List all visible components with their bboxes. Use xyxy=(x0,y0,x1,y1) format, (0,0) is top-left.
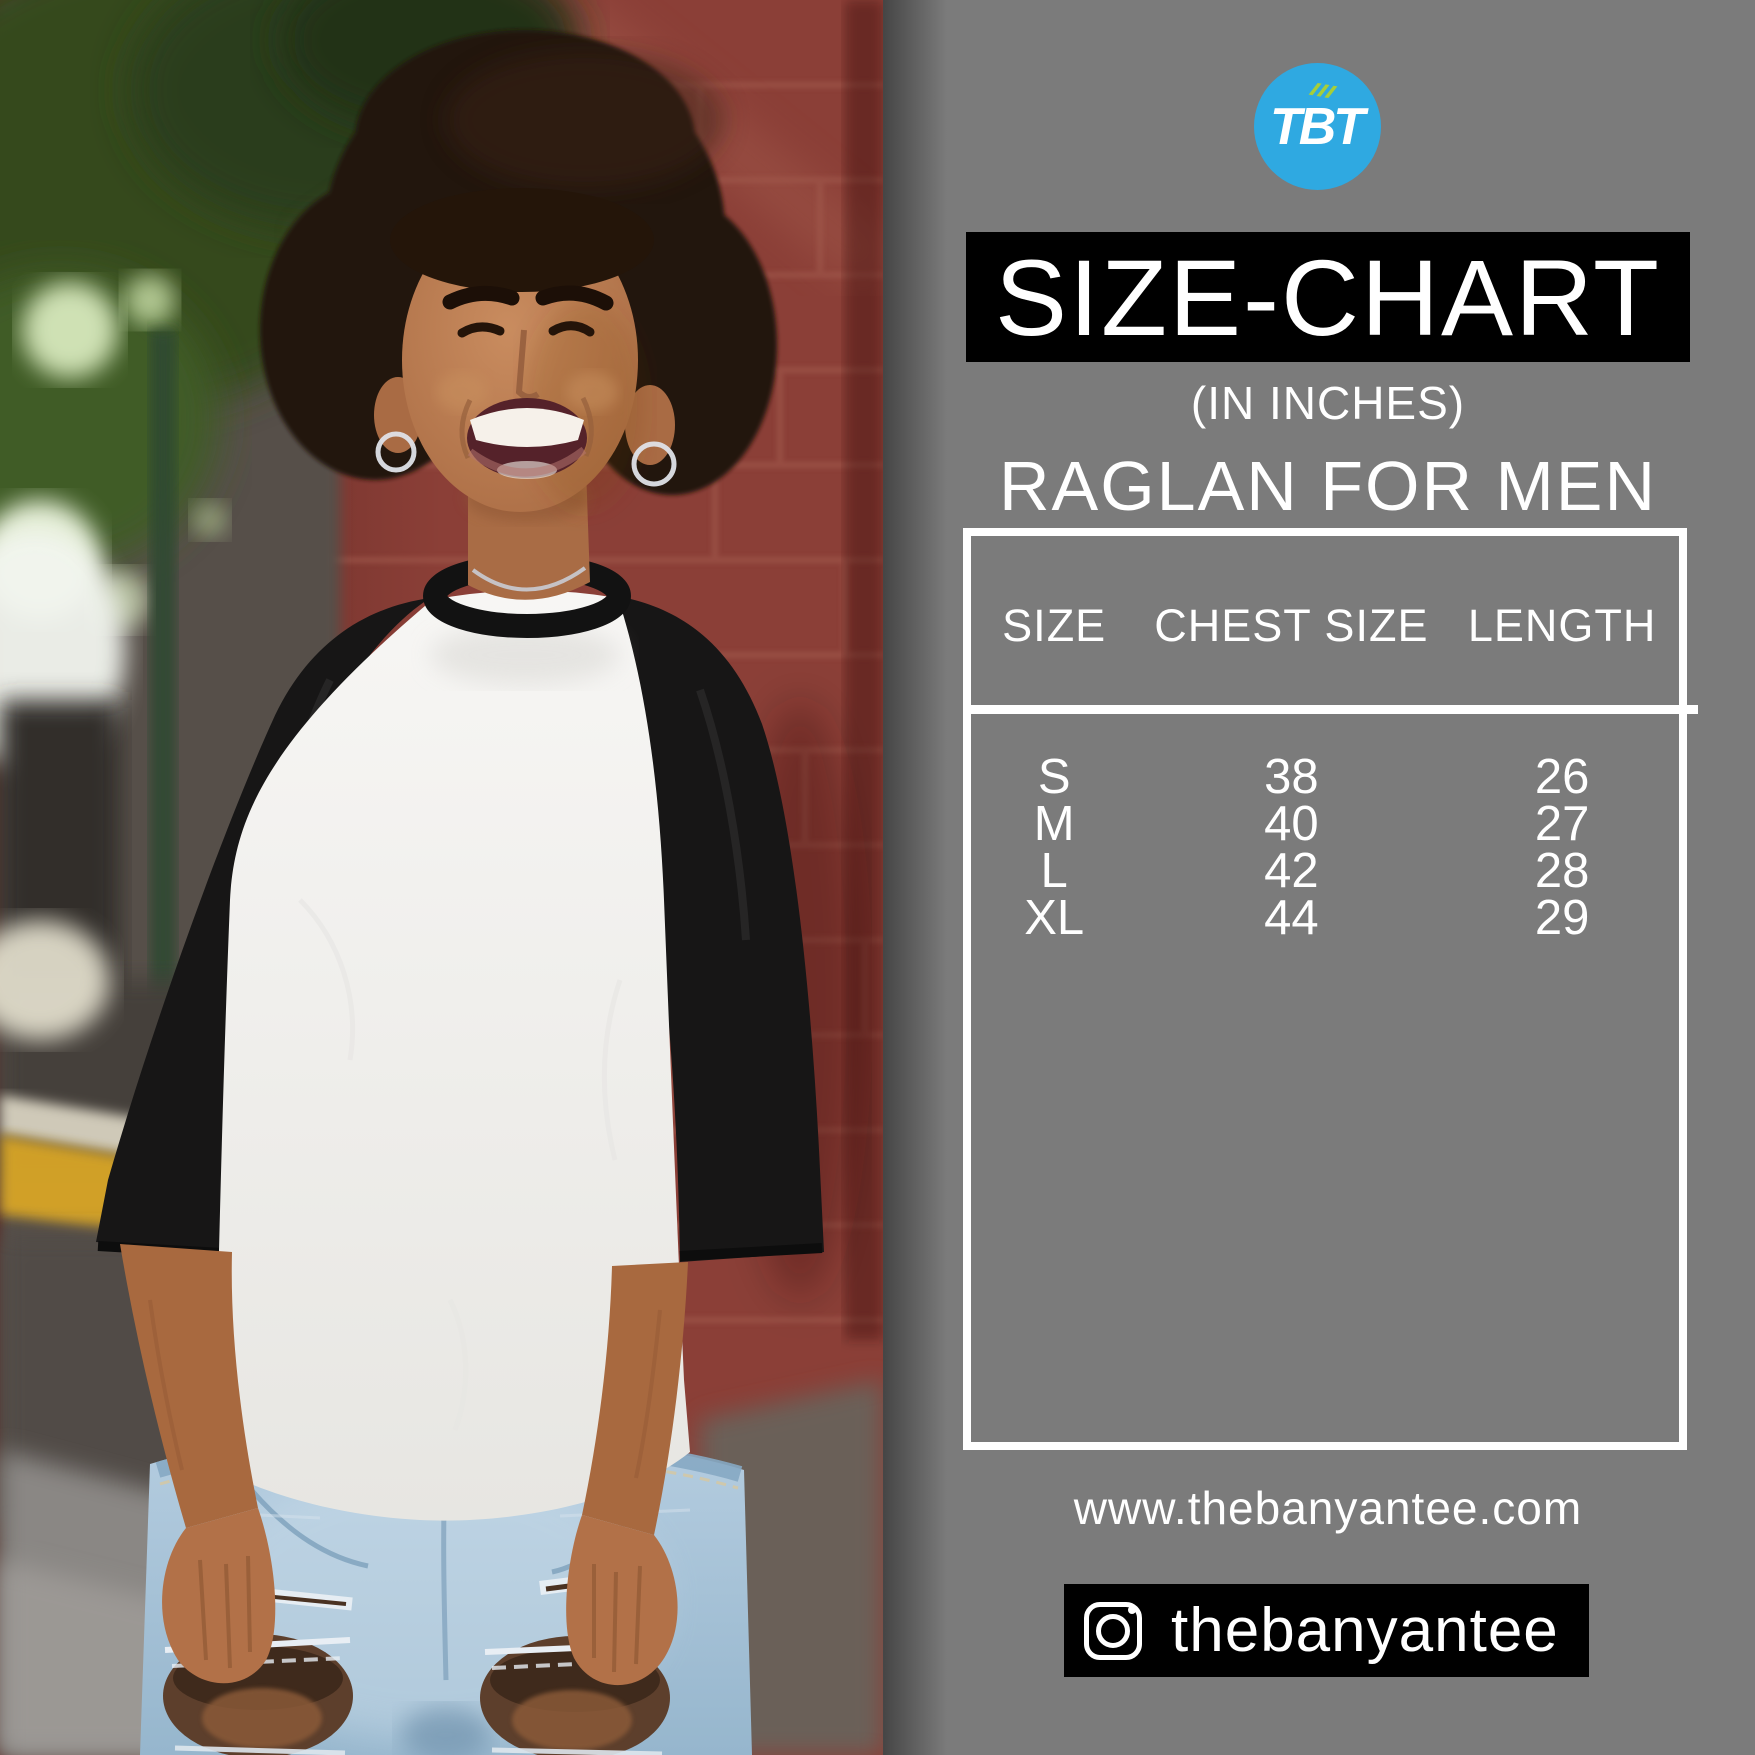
cell-length: 29 xyxy=(1534,891,1590,945)
instagram-handle: thebanyantee xyxy=(1171,1596,1559,1665)
chain-necklace xyxy=(471,566,587,592)
left-eye xyxy=(457,322,505,338)
right-eye xyxy=(548,321,595,337)
cell-chest: 44 xyxy=(1264,891,1319,945)
website-url: www.thebanyantee.com xyxy=(1073,1482,1583,1534)
cell-size: XL xyxy=(1024,891,1085,945)
table-row: L 42 28 xyxy=(971,844,1679,898)
left-eyebrow xyxy=(442,285,520,310)
table-row: M 40 27 xyxy=(971,797,1679,851)
cell-length: 27 xyxy=(1534,797,1590,851)
instagram-badge: thebanyantee xyxy=(1064,1584,1589,1677)
cell-length: 28 xyxy=(1534,844,1590,898)
raglan-tee xyxy=(96,554,824,1521)
column-header-length: LENGTH xyxy=(1467,600,1657,651)
size-table: SIZE CHEST SIZE LENGTH S 38 26 M 40 27 L xyxy=(963,528,1699,1450)
size-chart-panel: TBT SIZE-CHART (IN INCHES) RAGLAN FOR ME… xyxy=(883,0,1755,1755)
cell-chest: 42 xyxy=(1264,844,1319,898)
product-photo xyxy=(0,0,883,1755)
instagram-icon xyxy=(1077,1595,1149,1667)
column-header-chest: CHEST SIZE xyxy=(1154,600,1429,651)
nose xyxy=(515,329,540,400)
title-bar: SIZE-CHART xyxy=(966,232,1690,362)
laughing-mouth xyxy=(467,398,587,479)
right-hoop-earring xyxy=(631,441,677,487)
arms-hands xyxy=(120,1244,688,1686)
model-head xyxy=(260,30,777,600)
cell-chest: 38 xyxy=(1264,750,1319,804)
size-table-body: S 38 26 M 40 27 L 42 28 XL 44 29 xyxy=(971,750,1679,945)
brand-logo-text: TBT xyxy=(1269,97,1365,156)
product-title: RAGLAN FOR MEN xyxy=(998,447,1658,525)
table-row: XL 44 29 xyxy=(971,891,1679,945)
model-photo-illustration xyxy=(0,0,883,1755)
hair-fringe xyxy=(390,188,654,292)
page-title: SIZE-CHART xyxy=(994,236,1662,358)
units-subtitle: (IN INCHES) xyxy=(1190,377,1466,429)
panel-edge-shadow xyxy=(883,0,947,1755)
brand-logo-icon: TBT xyxy=(1254,63,1381,190)
table-row: S 38 26 xyxy=(971,750,1679,804)
table-divider xyxy=(969,705,1699,714)
cell-length: 26 xyxy=(1534,750,1590,804)
cell-chest: 40 xyxy=(1264,797,1319,851)
left-hoop-earring xyxy=(375,431,417,473)
cell-size: M xyxy=(1033,797,1075,851)
cell-size: L xyxy=(1040,844,1068,898)
right-eyebrow xyxy=(535,285,614,311)
column-header-size: SIZE xyxy=(1002,600,1107,651)
cell-size: S xyxy=(1037,750,1071,804)
size-table-header: SIZE CHEST SIZE LENGTH xyxy=(971,600,1679,652)
